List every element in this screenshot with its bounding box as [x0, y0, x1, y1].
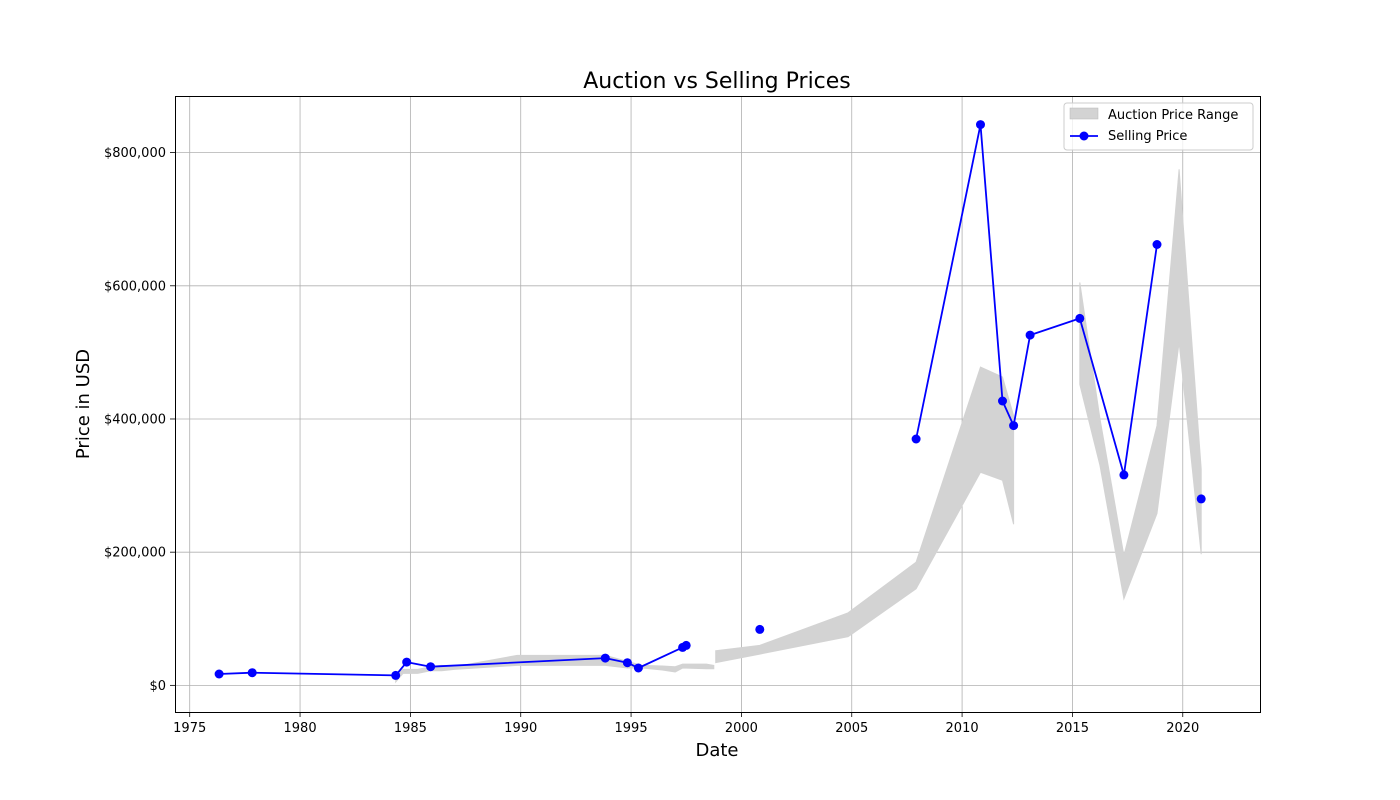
selling-price-point: [1025, 330, 1035, 340]
legend-frame: [1063, 102, 1254, 151]
x-tick-label: 2015: [1056, 721, 1089, 736]
x-axis-ticks: 1975 1980 1985 1990 1995 2000 2005 2010 2015 2020: [173, 712, 1199, 736]
selling-price-point: [911, 434, 921, 444]
x-tick-label: 1985: [394, 721, 427, 736]
selling-price-point: [976, 120, 985, 130]
selling-price-series: [219, 123, 1158, 677]
selling-price-point: [1152, 240, 1162, 249]
x-tick-label: 1975: [173, 721, 206, 736]
y-tick-label: $600,000: [104, 279, 166, 294]
selling-price-point: [402, 657, 412, 667]
x-tick-label: 2005: [835, 721, 868, 736]
selling-price-point: [600, 653, 610, 663]
x-axis-title: Date: [695, 740, 738, 761]
plot-frame: [175, 96, 1261, 713]
selling-price-point: [391, 670, 401, 680]
selling-price-line: [219, 644, 687, 677]
legend: Auction Price Range Selling Price: [1063, 102, 1254, 151]
auction-range-area: [1079, 169, 1202, 601]
y-tick-label: $400,000: [104, 412, 166, 427]
x-tick-label: 2020: [1166, 721, 1199, 736]
selling-price-point: [1196, 494, 1206, 504]
selling-price-point: [214, 669, 224, 679]
selling-price-point: [1119, 470, 1129, 480]
x-tick-label: 2000: [725, 721, 758, 736]
y-tick-label: $200,000: [104, 546, 166, 561]
x-tick-label: 2010: [946, 721, 979, 736]
selling-price-point: [998, 396, 1007, 406]
legend-marker-swatch: [1079, 131, 1089, 141]
selling-price-point: [681, 640, 691, 650]
x-tick-label: 1990: [504, 721, 537, 736]
selling-price-point: [622, 658, 632, 668]
y-axis-title: Price in USD: [73, 349, 94, 459]
selling-price-markers: [214, 120, 1206, 680]
selling-price-point: [633, 663, 643, 673]
y-tick-label: $0: [149, 679, 166, 694]
auction-range-area: [715, 366, 1015, 664]
legend-label-auction-range: Auction Price Range: [1108, 108, 1238, 123]
y-tick-label: $800,000: [104, 146, 166, 161]
selling-price-point: [426, 662, 436, 672]
legend-label-selling-price: Selling Price: [1108, 129, 1187, 144]
x-tick-label: 1995: [615, 721, 648, 736]
grid-lines: [175, 96, 1260, 712]
legend-band-swatch: [1069, 107, 1099, 120]
selling-price-point: [755, 624, 765, 634]
selling-price-point: [247, 668, 257, 678]
selling-price-point: [1075, 313, 1085, 323]
y-axis-ticks: $0 $200,000 $400,000 $600,000 $800,000: [104, 146, 175, 694]
selling-price-line: [915, 123, 1158, 476]
x-tick-label: 1980: [284, 721, 317, 736]
selling-price-point: [1009, 421, 1019, 431]
chart-title: Auction vs Selling Prices: [583, 69, 851, 94]
